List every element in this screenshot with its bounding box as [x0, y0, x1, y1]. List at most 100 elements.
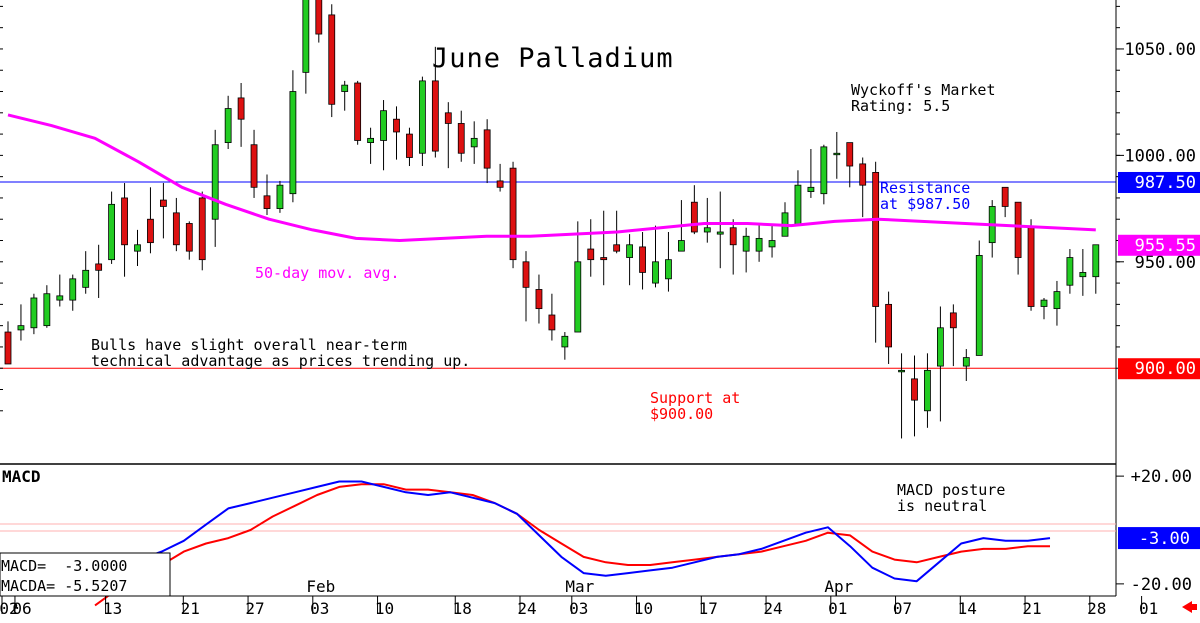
rating-line-1: Wyckoff's Market — [851, 81, 996, 99]
candle-body — [975, 255, 983, 356]
candle-body — [742, 235, 750, 252]
candle-body — [872, 172, 880, 307]
x-day-label: 02 — [0, 599, 19, 618]
candle-body — [328, 14, 336, 105]
reference-lines — [0, 181, 1116, 369]
x-day-label: 01 — [828, 599, 847, 618]
candle-body — [95, 263, 103, 271]
x-month-label: Feb — [306, 577, 335, 596]
bulls-note-1: Bulls have slight overall near-term — [91, 336, 407, 354]
candle-body — [755, 237, 763, 252]
support-label: 900.00 — [1135, 359, 1196, 379]
x-day-label: 27 — [245, 599, 264, 618]
candle-body — [483, 129, 491, 169]
candle-body — [302, 0, 310, 73]
candle-body — [30, 297, 38, 329]
candle-body — [263, 195, 271, 209]
candle-body — [1092, 244, 1100, 278]
macd-tick-label: -20.00 — [1131, 575, 1192, 595]
x-day-label: 03 — [310, 599, 329, 618]
candle-body — [639, 246, 646, 273]
candle-body — [276, 184, 284, 209]
x-day-label: 17 — [699, 599, 718, 618]
ma-line — [7, 113, 1096, 242]
support-label-bg — [1118, 358, 1200, 380]
candle-body — [470, 137, 478, 148]
macd-last-bg — [1118, 527, 1200, 550]
resistance-note-1: Resistance — [880, 179, 970, 197]
x-day-label: 06 — [12, 599, 31, 618]
y-tick-label: 950.00 — [1135, 253, 1196, 273]
candle-body — [613, 244, 621, 252]
x-day-label: 10 — [375, 599, 394, 618]
candle-body — [820, 146, 828, 195]
x-day-label: 10 — [634, 599, 653, 618]
candle-body — [56, 295, 64, 301]
candle-body — [69, 278, 77, 301]
macd-posture-1: MACD posture — [897, 481, 1005, 499]
rating-line-2: Rating: 5.5 — [851, 97, 950, 115]
candle-body — [937, 327, 944, 367]
candle-body — [652, 261, 659, 284]
candle-body — [406, 133, 413, 158]
candle-body — [211, 144, 219, 220]
candle-body — [561, 335, 569, 348]
candle-body — [1053, 291, 1061, 310]
macd-last-label: -3.00 — [1139, 529, 1190, 549]
moving-average — [7, 113, 1096, 242]
candle-body — [418, 80, 426, 154]
candle-body — [341, 84, 349, 92]
candle-body — [134, 244, 141, 252]
x-day-label: 07 — [893, 599, 912, 618]
candle-body — [885, 303, 892, 348]
candle-body — [807, 186, 815, 192]
candle-body — [1079, 272, 1087, 278]
ma-note: 50-day mov. avg. — [255, 264, 400, 282]
candle-body — [172, 212, 180, 246]
macd-tick-label: +20.00 — [1131, 467, 1192, 487]
candle-body — [496, 180, 504, 188]
candle-body — [185, 223, 193, 252]
candle-body — [859, 163, 867, 186]
macd-readout: MACD= -3.0000 — [1, 557, 127, 575]
scroll-left-arrow-icon[interactable] — [1182, 601, 1197, 613]
candle-body — [911, 378, 918, 401]
candle-body — [431, 80, 439, 152]
candle-body — [444, 112, 452, 124]
candle-body — [535, 289, 543, 310]
candle-body — [393, 118, 400, 133]
x-day-label: 24 — [763, 599, 782, 618]
last-price-label: 955.55 — [1135, 236, 1196, 256]
candle-body — [224, 108, 232, 144]
resistance-label: 987.50 — [1135, 173, 1196, 193]
candle-body — [522, 261, 530, 288]
chart-title: June Palladium — [432, 43, 674, 74]
macd-axis: +20.00 -20.00 -3.00 — [1116, 467, 1200, 595]
candle-body — [924, 369, 931, 412]
macd-line — [94, 480, 1051, 585]
candle-body — [949, 312, 957, 329]
macd-posture-2: is neutral — [897, 497, 987, 515]
x-day-label: 14 — [958, 599, 977, 618]
candle-body — [82, 269, 90, 288]
x-day-label: 03 — [569, 599, 588, 618]
candle-body — [1014, 201, 1022, 258]
candle-body — [690, 201, 698, 233]
candle-body — [108, 203, 115, 261]
y-tick-label: 1000.00 — [1124, 146, 1196, 166]
x-day-label: 24 — [517, 599, 536, 618]
candle-body — [729, 227, 737, 246]
bulls-note-2: technical advantage as prices trending u… — [91, 352, 470, 370]
candle-body — [846, 142, 854, 167]
candle-body — [147, 218, 154, 244]
support-note-2: $900.00 — [650, 405, 713, 423]
price-axis: 1050.00 1000.00 950.00 987.50 955.55 900.00 — [0, 5, 1200, 412]
candle-body — [315, 0, 323, 35]
price-panel — [0, 0, 1116, 439]
x-day-label: 21 — [181, 599, 200, 618]
candle-body — [600, 257, 608, 261]
candle-body — [587, 248, 595, 261]
candle-body — [17, 325, 25, 331]
candle-body — [1040, 299, 1048, 307]
